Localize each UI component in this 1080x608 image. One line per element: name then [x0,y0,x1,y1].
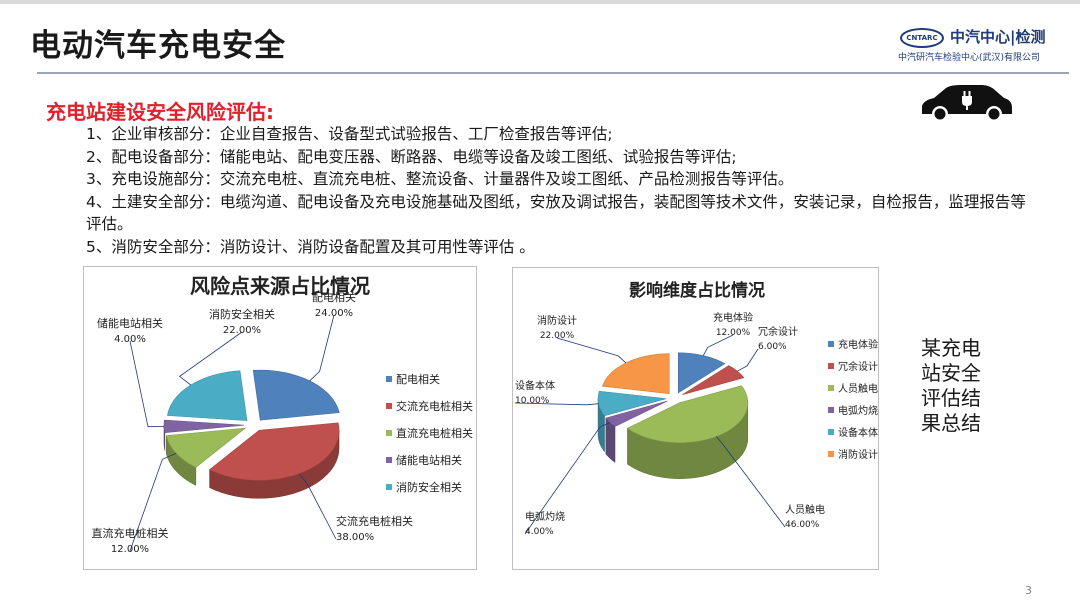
pie-slice [163,419,245,433]
legend-item: 冗余设计 [838,360,878,373]
legend-swatch [828,385,834,391]
pie-slice [165,427,247,468]
data-label-category: 设备本体 [515,379,555,392]
legend-swatch [386,376,392,382]
data-label-category: 消防设计 [537,314,577,327]
legend-swatch [386,457,392,463]
leader-line [178,331,243,386]
list-item: 4、土建安全部分：电缆沟道、配电设备及充电设施基础及图纸，安放及调试报告，装配图… [86,192,1026,234]
pie-slice [626,385,749,444]
data-label-value: 22.00% [223,325,261,336]
data-label-value: 4.00% [114,334,146,345]
chart-title: 风险点来源占比情况 [190,274,370,298]
legend-swatch [828,407,834,413]
pie-slice [682,365,745,396]
leader-line [514,402,599,406]
impact-dimension-pie-chart: 影响维度占比情况充电体验 12.00% 冗余设计 6.00% 人员触电 46.00% 电弧灼… [512,267,879,570]
legend-swatch [828,451,834,457]
legend-swatch [386,403,392,409]
data-label-value: 22.00% [540,331,575,341]
legend-item: 交流充电桩相关 [396,399,473,413]
data-label-value: 46.00% [785,520,820,530]
page-number: 3 [1025,584,1032,597]
company-logo: CNTARC 中汽中心|检测 中汽研汽车检验中心(武汉)有限公司 [898,26,1063,66]
data-label-value: 4.00% [525,527,554,537]
chart-title: 影响维度占比情况 [629,280,765,301]
title-divider [37,72,1069,74]
leader-line [715,436,786,528]
data-label-value: 12.00% [716,328,751,338]
leader-line [702,334,734,356]
logo-mark-icon: CNTARC [900,28,944,48]
legend-swatch [386,484,392,490]
data-label-value: 24.00% [315,308,353,319]
logo-subtitle: 中汽研汽车检验中心(武汉)有限公司 [898,53,1041,63]
pie-chart-svg: 风险点来源占比情况配电相关24.00%交流充电桩相关38.00%直流充电桩相关1… [92,274,474,555]
pie-slice [208,422,340,481]
data-label-category: 交流充电桩相关 [336,514,413,528]
data-label-category: 直流充电桩相关 [92,526,169,540]
legend-item: 配电相关 [396,372,440,386]
list-item: 3、充电设施部分：交流充电桩、直流充电桩、整流设备、计量器件及竣工图纸、产品检测… [86,170,794,188]
data-label-category: 冗余设计 [758,325,798,338]
pie-slice [597,390,667,417]
data-label-category: 电弧灼烧 [525,510,565,523]
legend-item: 充电体验 [838,338,878,351]
risk-source-pie-chart: 风险点来源占比情况 配电相关 24.00% 交流充电桩相关 38.00% 直流充电桩相关 1… [83,266,477,570]
pie-slice [167,370,248,421]
legend-swatch [828,363,834,369]
page-title: 电动汽车充电安全 [30,28,286,64]
legend-item: 设备本体 [838,426,878,439]
data-label-category: 充电体验 [713,311,753,324]
leader-line [737,348,759,372]
leader-line [298,473,337,540]
legend-swatch [828,429,834,435]
logo-name: 中汽中心|检测 [950,28,1046,46]
assessment-list: 1、企业审核部分：企业自查报告、设备型式试验报告、工厂检查报告等评估; 2、配电… [86,123,1036,258]
leader-line [556,337,627,364]
data-label-category: 消防安全相关 [209,307,275,321]
list-item: 2、配电设备部分：储能电站、配电变压器、断路器、电缆等设备及竣工图纸、试验报告等… [86,147,737,166]
legend-item: 直流充电桩相关 [396,426,473,440]
data-label-category: 人员触电 [785,503,825,516]
leader-line [129,340,165,428]
leader-line [129,452,177,552]
data-label-value: 38.00% [336,532,374,543]
leader-line [309,314,335,382]
data-label-category: 配电相关 [312,290,356,304]
list-item: 5、消防安全部分：消防设计、消防设备配置及其可用性等评估 。 [86,237,535,256]
top-border [0,0,1080,4]
pie-slice [252,369,340,421]
legend-item: 人员触电 [838,382,878,395]
legend-item: 储能电站相关 [396,453,462,467]
legend-item: 电弧灼烧 [838,404,878,417]
data-label-value: 12.00% [111,544,149,555]
pie-slice [602,353,670,395]
list-item: 1、企业审核部分：企业自查报告、设备型式试验报告、工厂检查报告等评估; [86,125,613,143]
summary-text: 某充电站安全评估结果总结 [921,336,981,435]
data-label-category: 储能电站相关 [97,316,163,330]
legend-item: 消防安全相关 [396,480,462,494]
legend-swatch [828,341,834,347]
leader-line [524,422,611,535]
data-label-value: 6.00% [758,342,787,352]
data-label-value: 10.00% [515,396,550,406]
legend-item: 消防设计 [838,448,878,461]
pie-slice [678,352,726,394]
legend-swatch [386,430,392,436]
electric-car-plug-icon [922,85,1012,122]
section-heading: 充电站建设安全风险评估: [46,100,274,124]
